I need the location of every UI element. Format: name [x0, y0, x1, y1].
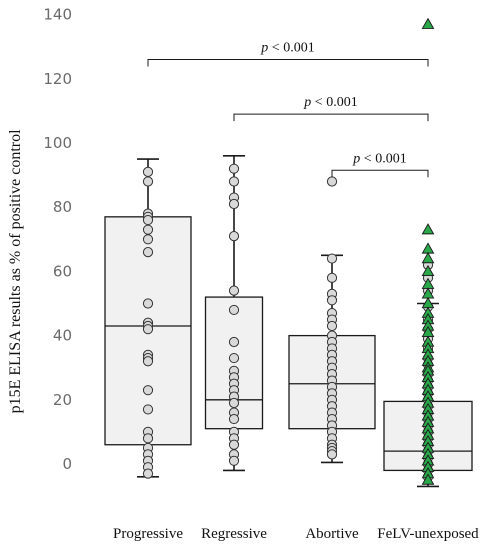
x-tick-label: FeLV-unexposed: [377, 526, 479, 542]
data-point: [228, 413, 240, 425]
x-tick-label: Regressive: [201, 526, 267, 542]
data-point-triangle: [421, 242, 435, 254]
data-point: [228, 304, 240, 316]
data-point: [228, 397, 240, 409]
data-point: [142, 324, 154, 335]
y-tick-label: 120: [43, 70, 72, 88]
data-point: [228, 352, 240, 364]
data-point: [142, 298, 154, 309]
data-point: [228, 176, 240, 187]
significance-label: p < 0.001: [303, 95, 357, 110]
x-tick-label: Abortive: [305, 526, 359, 542]
y-tick-label: 40: [53, 327, 72, 345]
data-point-triangle: [421, 223, 435, 235]
data-point: [228, 285, 240, 296]
x-category-labels: Progressive Regressive Abortive FeLV-unexpo…: [113, 526, 479, 542]
y-tick-labels: 0 20 40 60 80 100 120 140: [43, 6, 72, 473]
data-point: [228, 163, 240, 174]
data-point: [142, 433, 154, 444]
y-tick-label: 140: [43, 6, 72, 24]
data-point: [228, 439, 240, 450]
data-point: [228, 230, 240, 242]
points-progressive-circle: [142, 166, 154, 479]
data-point: [326, 449, 338, 460]
bracket-line: [331, 169, 429, 178]
significance-bracket-1: p < 0.001: [147, 41, 429, 67]
data-point: [142, 234, 154, 245]
data-point-triangle: [421, 264, 435, 277]
data-point: [326, 176, 338, 187]
data-point: [326, 295, 338, 306]
data-point: [142, 247, 154, 258]
data-point: [142, 404, 154, 415]
data-point: [142, 214, 154, 226]
data-point: [326, 272, 338, 283]
y-tick-label: 60: [53, 262, 72, 280]
data-point: [228, 455, 240, 466]
data-point-triangle: [421, 17, 435, 29]
y-tick-label: 80: [53, 198, 72, 216]
data-point-triangle: [421, 252, 435, 264]
data-point: [142, 224, 154, 235]
data-point: [228, 336, 240, 348]
data-point: [326, 253, 338, 264]
points-abortive-circle: [326, 176, 338, 460]
data-point: [142, 166, 154, 177]
significance-label: p < 0.001: [352, 151, 406, 166]
y-tick-label: 100: [43, 134, 72, 152]
significance-bracket-2: p < 0.001: [233, 95, 429, 122]
bracket-line: [147, 59, 429, 67]
bracket-line: [233, 113, 429, 122]
significance-bracket-3: p < 0.001: [331, 151, 429, 178]
data-point: [142, 385, 154, 396]
data-point: [142, 356, 154, 367]
significance-label: p < 0.001: [260, 41, 314, 56]
data-point: [326, 320, 338, 332]
y-axis-label: p15E ELISA results as % of positive cont…: [7, 129, 24, 414]
data-point: [142, 176, 154, 187]
points-felv-unexposed-triangle: [421, 17, 435, 485]
data-point: [228, 198, 240, 210]
x-tick-label: Progressive: [113, 526, 183, 542]
points-regressive-circle: [228, 163, 240, 466]
y-tick-label: 20: [53, 391, 72, 409]
data-point-triangle: [421, 473, 435, 485]
data-point: [142, 468, 154, 479]
y-tick-label: 0: [62, 455, 72, 473]
